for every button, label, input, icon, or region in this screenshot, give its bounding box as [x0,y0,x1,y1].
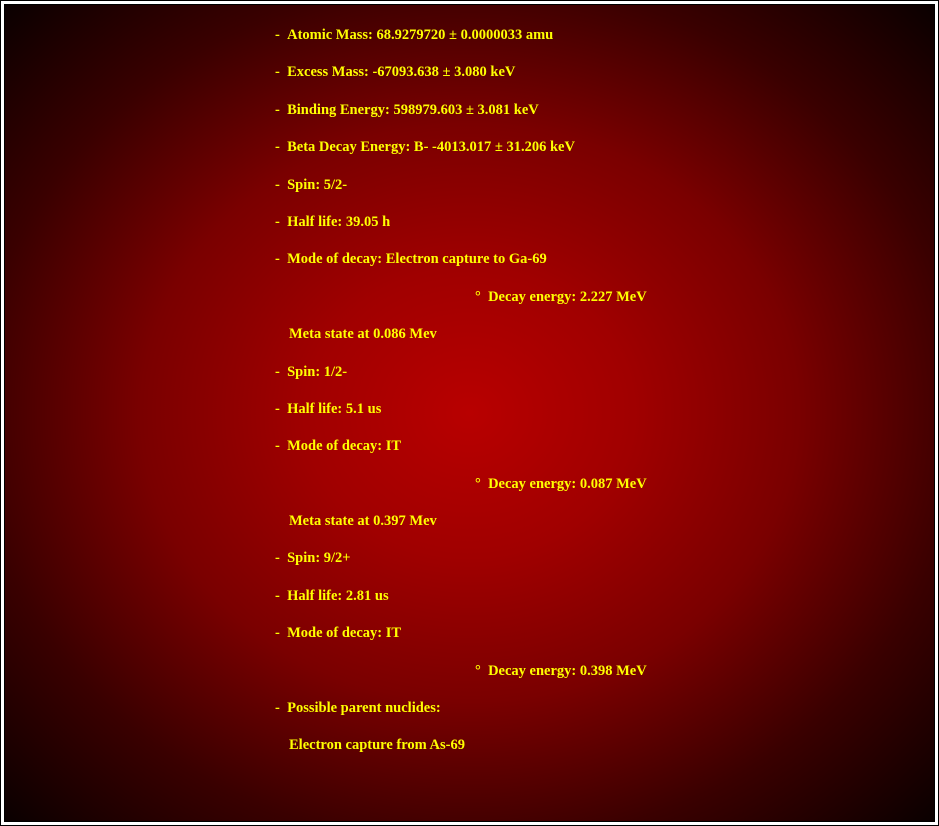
meta-state-1: Meta state at 0.086 Mev [275,326,894,343]
mode-of-decay-3: Mode of decay: IT [275,625,894,642]
spin-1: Spin: 5/2- [275,177,894,194]
half-life-2: Half life: 5.1 us [275,401,894,418]
excess-mass: Excess Mass: -67093.638 ± 3.080 keV [275,64,894,81]
meta-state-2: Meta state at 0.397 Mev [275,513,894,530]
possible-parent-nuclides: Possible parent nuclides: [275,700,894,717]
decay-energy-1: Decay energy: 2.227 MeV [275,289,894,306]
half-life-1: Half life: 39.05 h [275,214,894,231]
spin-2: Spin: 1/2- [275,364,894,381]
atomic-mass: Atomic Mass: 68.9279720 ± 0.0000033 amu [275,27,894,44]
mode-of-decay-1: Mode of decay: Electron capture to Ga-69 [275,251,894,268]
inner-frame: Atomic Mass: 68.9279720 ± 0.0000033 amu … [4,4,935,822]
binding-energy: Binding Energy: 598979.603 ± 3.081 keV [275,102,894,119]
parent-nuclide-detail: Electron capture from As-69 [275,737,894,754]
spin-3: Spin: 9/2+ [275,550,894,567]
mode-of-decay-2: Mode of decay: IT [275,438,894,455]
beta-decay-energy: Beta Decay Energy: B- -4013.017 ± 31.206… [275,139,894,156]
decay-energy-3: Decay energy: 0.398 MeV [275,663,894,680]
decay-energy-2: Decay energy: 0.087 MeV [275,476,894,493]
isotope-data-list: Atomic Mass: 68.9279720 ± 0.0000033 amu … [275,27,894,775]
half-life-3: Half life: 2.81 us [275,588,894,605]
outer-frame: Atomic Mass: 68.9279720 ± 0.0000033 amu … [0,0,939,826]
